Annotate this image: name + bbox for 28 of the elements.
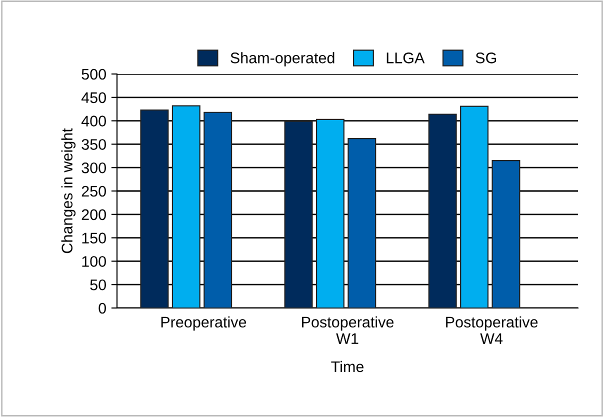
y-tick-label: 50	[90, 279, 106, 290]
y-tick-label: 450	[81, 92, 106, 104]
bar	[492, 160, 520, 308]
y-tick-label: 0	[98, 302, 106, 314]
y-tick-label: 400	[81, 116, 106, 126]
x-tick-label: Postoperative W1	[302, 316, 394, 344]
bar	[428, 114, 457, 308]
y-axis-title: Changes in weight	[61, 128, 76, 254]
y-tick-label: 150	[82, 232, 106, 244]
y-tick-label: 300	[82, 162, 106, 174]
y-tick-label: 250	[82, 186, 106, 197]
y-tick-label: 100	[82, 256, 106, 267]
bar	[348, 138, 376, 308]
y-tick-label: 200	[82, 209, 106, 220]
bar	[284, 120, 313, 308]
y-tick-label: 500	[82, 68, 106, 80]
x-tick-label: Preoperative	[161, 316, 246, 331]
x-tick-label: Postoperative W4	[446, 316, 538, 344]
bar	[204, 112, 232, 308]
bar	[316, 118, 344, 308]
legend-label: LLGA	[386, 52, 425, 64]
bar	[172, 105, 200, 308]
bar	[140, 109, 169, 308]
y-tick-label: 350	[82, 139, 106, 150]
bar	[460, 106, 489, 308]
legend-label: Sham-operated	[230, 52, 334, 66]
x-axis-title: Time	[331, 360, 364, 372]
legend-label: SG	[476, 52, 496, 64]
